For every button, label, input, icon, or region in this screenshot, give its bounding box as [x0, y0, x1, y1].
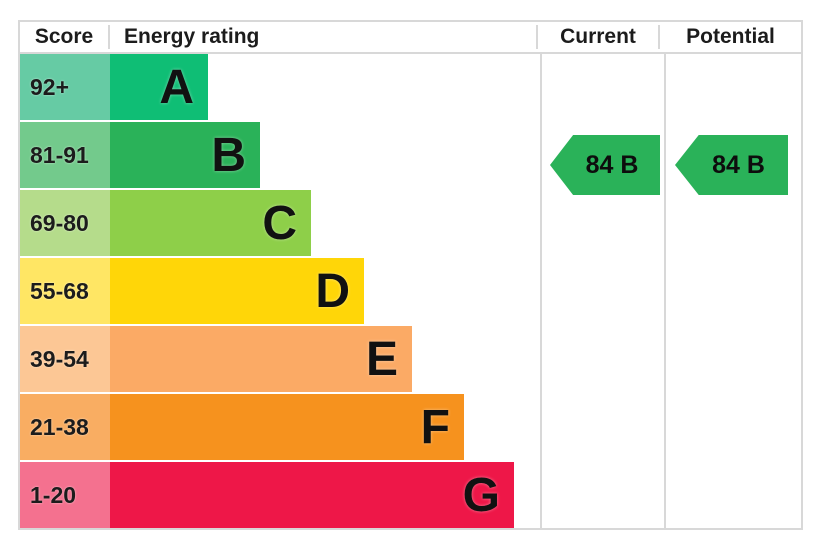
- band-row-b: 81-91 B: [20, 122, 540, 190]
- band-row-e: 39-54 E: [20, 326, 540, 394]
- band-row-a: 92+ A: [20, 54, 540, 122]
- rating-bar-a: A: [110, 54, 208, 120]
- header-energy-rating: Energy rating: [110, 25, 538, 49]
- potential-column-divider: [664, 54, 666, 528]
- rating-bar-e: E: [110, 326, 412, 392]
- current-column-divider: [540, 54, 542, 528]
- rating-bar-d: D: [110, 258, 364, 324]
- potential-rating-value: 84 B: [712, 150, 765, 179]
- score-range-e: 39-54: [20, 326, 110, 392]
- rating-bar-c: C: [110, 190, 311, 256]
- score-range-g: 1-20: [20, 462, 110, 528]
- header-current: Current: [538, 25, 660, 49]
- band-row-g: 1-20 G: [20, 462, 540, 528]
- table-header: Score Energy rating Current Potential: [20, 22, 801, 54]
- score-range-d: 55-68: [20, 258, 110, 324]
- rating-bar-g: G: [110, 462, 514, 528]
- rating-bar-f: F: [110, 394, 464, 460]
- band-row-f: 21-38 F: [20, 394, 540, 462]
- potential-rating-arrow: 84 B: [675, 135, 788, 195]
- current-rating-arrow: 84 B: [550, 135, 660, 195]
- score-range-b: 81-91: [20, 122, 110, 188]
- band-row-c: 69-80 C: [20, 190, 540, 258]
- header-score: Score: [20, 25, 110, 49]
- score-range-c: 69-80: [20, 190, 110, 256]
- rating-bands: 92+ A 81-91 B 69-80 C 55-68 D 39-54 E 21…: [20, 54, 540, 528]
- current-rating-value: 84 B: [585, 150, 639, 179]
- score-range-a: 92+: [20, 54, 110, 120]
- epc-table: Score Energy rating Current Potential 92…: [18, 20, 803, 530]
- rating-bar-b: B: [110, 122, 260, 188]
- band-row-d: 55-68 D: [20, 258, 540, 326]
- score-range-f: 21-38: [20, 394, 110, 460]
- header-potential: Potential: [686, 25, 775, 48]
